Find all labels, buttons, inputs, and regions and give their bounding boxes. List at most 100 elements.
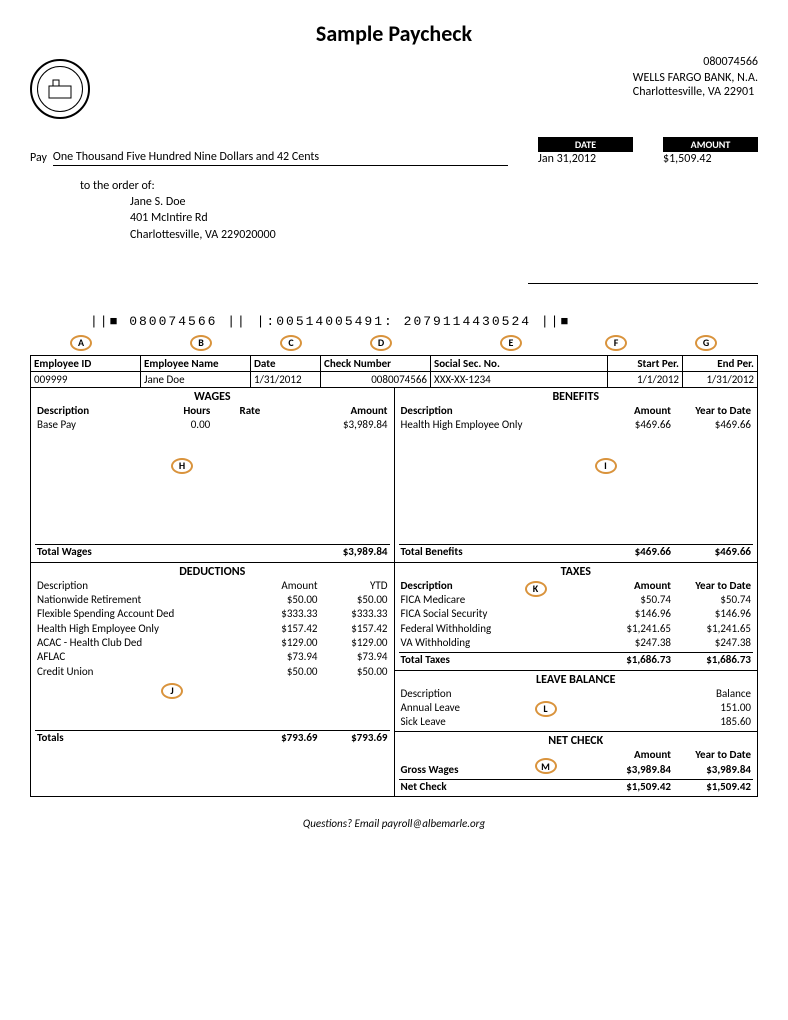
leave-col-bal: Balance	[673, 687, 753, 701]
deductions-title: DEDUCTIONS	[31, 563, 394, 579]
wages-row: Base Pay 0.00 $3,989.84	[35, 418, 390, 432]
payee-city: Charlottesville, VA 229020000	[130, 227, 758, 243]
column-markers: A B C D E F G	[30, 333, 758, 355]
bank-name: WELLS FARGO BANK, N.A.	[633, 71, 758, 85]
ben-total-ytd: $469.66	[673, 545, 753, 559]
deductions-section: J DEDUCTIONS Description Amount YTD Nati…	[31, 563, 394, 748]
employee-header-table: Employee ID Employee Name Date Check Num…	[30, 355, 758, 388]
ded-col-ytd: YTD	[320, 579, 390, 593]
val-empid: 009999	[31, 371, 141, 387]
benefits-section: I BENEFITS Description Amount Year to Da…	[395, 388, 758, 563]
hdr-start: Start Per.	[608, 355, 683, 371]
wages-section: H WAGES Description Hours Rate Amount Ba…	[31, 388, 394, 563]
check-header: 080074566 WELLS FARGO BANK, N.A. Charlot…	[30, 55, 758, 119]
leave-title: LEAVE BALANCE	[395, 671, 758, 687]
val-checkno: 0080074566	[321, 371, 431, 387]
net-col-amount: Amount	[603, 748, 673, 762]
pay-words: One Thousand Five Hundred Nine Dollars a…	[53, 150, 508, 166]
hdr-checkno: Check Number	[321, 355, 431, 371]
deduction-row: Credit Union$50.00$50.00	[35, 665, 390, 679]
ben-total-label: Total Benefits	[399, 545, 604, 559]
date-header: DATE	[538, 137, 633, 152]
amount-header: AMOUNT	[663, 137, 758, 152]
leave-col-desc: Description	[399, 687, 674, 701]
marker-h: H	[171, 458, 193, 474]
tax-total-amount: $1,686.73	[603, 653, 673, 667]
net-col-ytd: Year to Date	[673, 748, 753, 762]
ben-col-desc: Description	[399, 404, 604, 418]
tax-row: FICA Social Security$146.96$146.96	[399, 607, 754, 621]
bank-address: Charlottesville, VA 22901	[633, 85, 758, 99]
tax-row: FICA Medicare$50.74$50.74	[399, 593, 754, 607]
marker-e: E	[500, 335, 522, 351]
marker-l: L	[535, 701, 557, 717]
hdr-empid: Employee ID	[31, 355, 141, 371]
signature-line	[528, 283, 758, 284]
taxes-section: K TAXES Description Amount Year to Date …	[395, 563, 758, 671]
ded-col-desc: Description	[35, 579, 250, 593]
marker-j: J	[161, 683, 183, 699]
ben-total-amount: $469.66	[603, 545, 673, 559]
ded-total-ytd: $793.69	[320, 731, 390, 745]
marker-c: C	[280, 335, 302, 351]
page-title: Sample Paycheck	[30, 20, 758, 47]
amount-value: $1,509.42	[663, 152, 758, 166]
marker-m: M	[535, 758, 557, 774]
deduction-row: AFLAC$73.94$73.94	[35, 650, 390, 664]
hdr-end: End Per.	[683, 355, 758, 371]
order-label: to the order of:	[80, 178, 758, 194]
micr-line: ||■ 080074566 || |:00514005491: 20791144…	[90, 314, 758, 329]
netcheck-title: NET CHECK	[395, 732, 758, 748]
amount-column: AMOUNT $1,509.42	[663, 137, 758, 166]
benefits-title: BENEFITS	[395, 388, 758, 404]
payee-name: Jane S. Doe	[130, 194, 758, 210]
tax-col-amount: Amount	[603, 579, 673, 593]
wages-total-label: Total Wages	[35, 545, 212, 559]
date-column: DATE Jan 31,2012	[538, 137, 633, 166]
leave-row: Annual Leave151.00	[399, 701, 754, 715]
tax-col-ytd: Year to Date	[673, 579, 753, 593]
marker-g: G	[695, 335, 717, 351]
tax-col-desc: Description	[399, 579, 604, 593]
wages-title: WAGES	[31, 388, 394, 404]
marker-k: K	[525, 581, 547, 597]
marker-f: F	[605, 335, 627, 351]
deduction-row: Nationwide Retirement$50.00$50.00	[35, 593, 390, 607]
net-label: Net Check	[399, 780, 604, 794]
footer-text: Questions? Email payroll@albemarle.org	[30, 817, 758, 830]
hdr-date: Date	[251, 355, 321, 371]
pay-label: Pay	[30, 151, 47, 166]
ben-col-ytd: Year to Date	[673, 404, 753, 418]
tax-total-ytd: $1,686.73	[673, 653, 753, 667]
marker-b: B	[190, 335, 212, 351]
gross-ytd: $3,989.84	[673, 763, 753, 777]
benefits-row: Health High Employee Only $469.66 $469.6…	[399, 418, 754, 432]
marker-d: D	[370, 335, 392, 351]
tax-row: VA Withholding$247.38$247.38	[399, 636, 754, 650]
pay-stub: H WAGES Description Hours Rate Amount Ba…	[30, 388, 758, 798]
deduction-row: Health High Employee Only$157.42$157.42	[35, 622, 390, 636]
taxes-title: TAXES	[395, 563, 758, 579]
bank-block: 080074566 WELLS FARGO BANK, N.A. Charlot…	[633, 55, 758, 99]
ded-total-label: Totals	[35, 731, 250, 745]
val-ssn: XXX-XX-1234	[431, 371, 608, 387]
val-empname: Jane Doe	[141, 371, 251, 387]
date-value: Jan 31,2012	[538, 152, 633, 166]
leave-row: Sick Leave185.60	[399, 715, 754, 729]
tax-total-label: Total Taxes	[399, 653, 604, 667]
tax-row: Federal Withholding$1,241.65$1,241.65	[399, 622, 754, 636]
net-amount: $1,509.42	[603, 780, 673, 794]
deduction-row: ACAC - Health Club Ded$129.00$129.00	[35, 636, 390, 650]
wages-col-hours: Hours	[162, 404, 212, 418]
wages-col-desc: Description	[35, 404, 162, 418]
val-date: 1/31/2012	[251, 371, 321, 387]
wages-col-rate: Rate	[212, 404, 262, 418]
check-number-top: 080074566	[633, 55, 758, 69]
marker-i: I	[595, 458, 617, 474]
net-ytd: $1,509.42	[673, 780, 753, 794]
wages-col-amount: Amount	[262, 404, 389, 418]
val-start: 1/1/2012	[608, 371, 683, 387]
ded-total-amount: $793.69	[250, 731, 320, 745]
order-block: to the order of: Jane S. Doe 401 McIntir…	[80, 178, 758, 243]
ded-col-amount: Amount	[250, 579, 320, 593]
